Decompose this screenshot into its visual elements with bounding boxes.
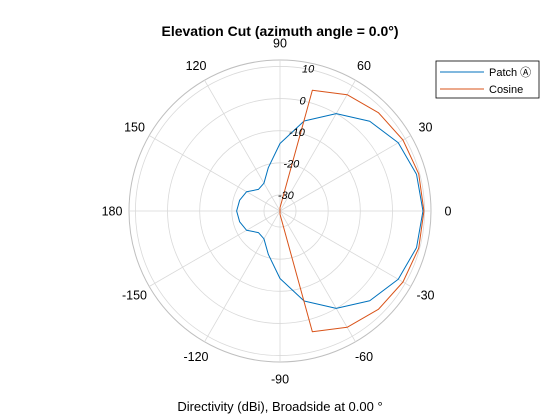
angle-tick-120: 120 (186, 59, 207, 73)
radial-tick-20: -20 (283, 159, 300, 171)
legend-box (435, 60, 540, 99)
angle-tick-120: -120 (183, 350, 208, 364)
angle-tick-30: -30 (416, 289, 434, 303)
legend: Patch Ⓐ Cosine (435, 60, 540, 99)
radial-tick-10: -10 (289, 127, 306, 139)
angle-tick-30: 30 (419, 121, 433, 135)
angle-tick-60: 60 (357, 59, 371, 73)
radial-tick-labels: -30 -20 -10 0 10 (278, 64, 315, 203)
angle-tick-90: 90 (273, 37, 287, 51)
angle-tick-180: 180 (102, 205, 123, 219)
angle-tick-labels: 0 30 60 90 120 150 180 -150 -120 -90 -60 -30 (102, 37, 452, 387)
x-axis-label: Directivity (dBi), Broadside at 0.00 ° (177, 399, 382, 414)
angle-tick-150: -150 (122, 289, 147, 303)
legend-label-cosine: Cosine (489, 84, 523, 96)
angle-tick-60: -60 (355, 350, 373, 364)
legend-label-patch: Patch Ⓐ (489, 66, 531, 79)
series-lines (236, 89, 425, 333)
chart-title: Elevation Cut (azimuth angle = 0.0°) (161, 23, 398, 39)
polar-axes: 0 30 60 90 120 150 180 -150 -120 -90 -60 -30 -30 -20… (102, 37, 452, 387)
radial-tick-0: 0 (299, 95, 306, 107)
angle-tick-90: -90 (271, 373, 289, 387)
series-line-patch (236, 113, 424, 309)
radial-tick-30: -30 (278, 190, 295, 202)
series-line-cosine (279, 89, 425, 333)
angle-tick-150: 150 (124, 121, 145, 135)
radial-tick-10: 10 (302, 64, 315, 76)
angle-tick-0: 0 (445, 205, 452, 219)
